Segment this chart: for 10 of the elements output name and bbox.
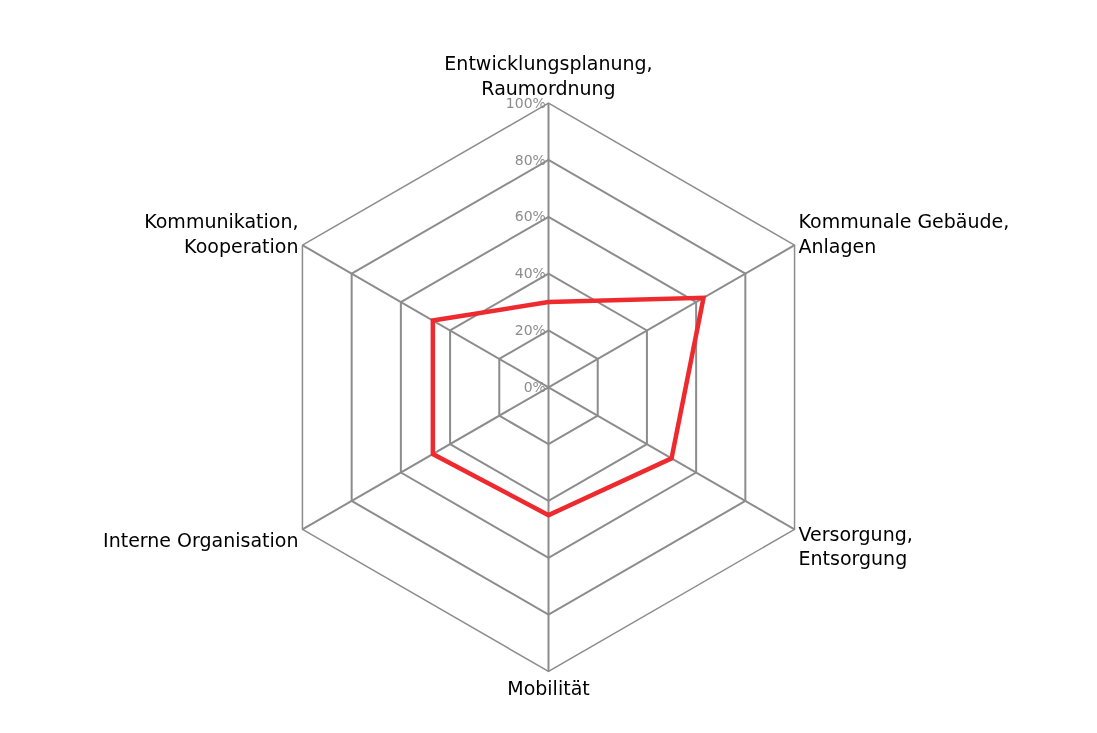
y-tick-label: 40% bbox=[514, 265, 546, 282]
y-tick-label: 80% bbox=[514, 151, 546, 168]
y-tick-label: 60% bbox=[514, 208, 546, 225]
y-tick-label: 20% bbox=[514, 322, 546, 339]
spoke-label: Kommunale Gebäude, Anlagen bbox=[798, 210, 1010, 257]
spoke-label: Versorgung, Entsorgung bbox=[798, 522, 913, 570]
spoke-label: Mobilität bbox=[507, 676, 590, 699]
spoke-label: Kommunikation, Kooperation bbox=[144, 210, 299, 257]
y-tick-label: 0% bbox=[523, 378, 546, 395]
spoke-label: Interne Organisation bbox=[103, 528, 299, 551]
